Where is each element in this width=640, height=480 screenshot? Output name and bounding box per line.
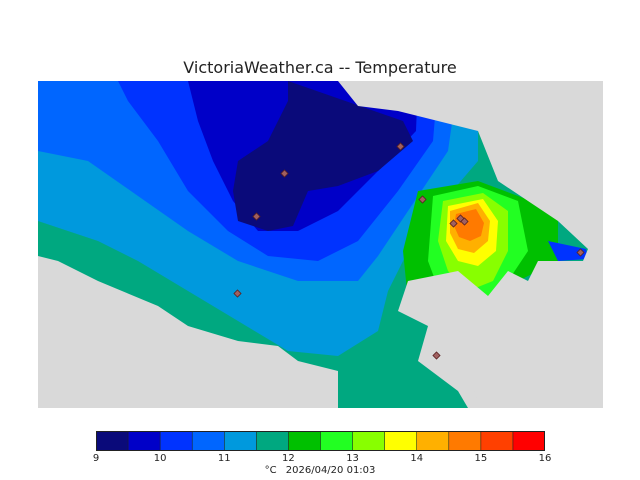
colorbar-tick-label: 16	[538, 453, 552, 464]
colorbar-cell	[448, 431, 482, 451]
station-marker	[280, 169, 289, 178]
colorbar	[96, 431, 545, 451]
temperature-map	[38, 81, 603, 408]
station-marker	[418, 195, 427, 204]
colorbar-cell	[96, 431, 129, 451]
colorbar-cell	[192, 431, 225, 451]
colorbar-tick-label: 13	[346, 453, 359, 464]
colorbar-tick-label: 11	[217, 453, 231, 464]
colorbar-cell	[128, 431, 161, 451]
colorbar-cell	[320, 431, 354, 451]
land-south-west	[38, 256, 338, 408]
station-marker	[460, 217, 469, 226]
colorbar-tick-label: 9	[92, 453, 100, 464]
colorbar-tick-label: 12	[282, 453, 295, 464]
timestamp: 2026/04/20 01:03	[285, 465, 376, 476]
colorbar-cell	[416, 431, 450, 451]
colorbar-ticks: 9 10 11 12 13 14 15 16	[90, 453, 552, 467]
map-title: VictoriaWeather.ca -- Temperature	[183, 58, 457, 77]
unit-label: °C	[264, 465, 277, 476]
colorbar-cell	[480, 431, 514, 451]
station-marker	[252, 212, 261, 221]
colorbar-tick-label: 15	[474, 453, 488, 464]
station-marker	[432, 351, 441, 360]
temp-band-9-5	[233, 81, 413, 231]
colorbar-caption: °C 2026/04/20 01:03	[0, 465, 640, 476]
colorbar-tick-label: 14	[410, 453, 424, 464]
colorbar-cell	[352, 431, 386, 451]
station-marker	[396, 142, 405, 151]
colorbar-cell	[512, 431, 545, 451]
cold-tip	[548, 241, 588, 261]
station-marker	[576, 248, 585, 257]
colorbar-cell	[160, 431, 193, 451]
land-south-east	[473, 301, 603, 408]
colorbar-cell	[224, 431, 257, 451]
colorbar-cell	[288, 431, 321, 451]
colorbar-cell	[384, 431, 418, 451]
land-north-shore	[38, 81, 603, 408]
colorbar-cell	[256, 431, 289, 451]
station-marker	[449, 219, 458, 228]
colorbar-tick-label: 10	[153, 453, 167, 464]
station-marker	[233, 289, 242, 298]
